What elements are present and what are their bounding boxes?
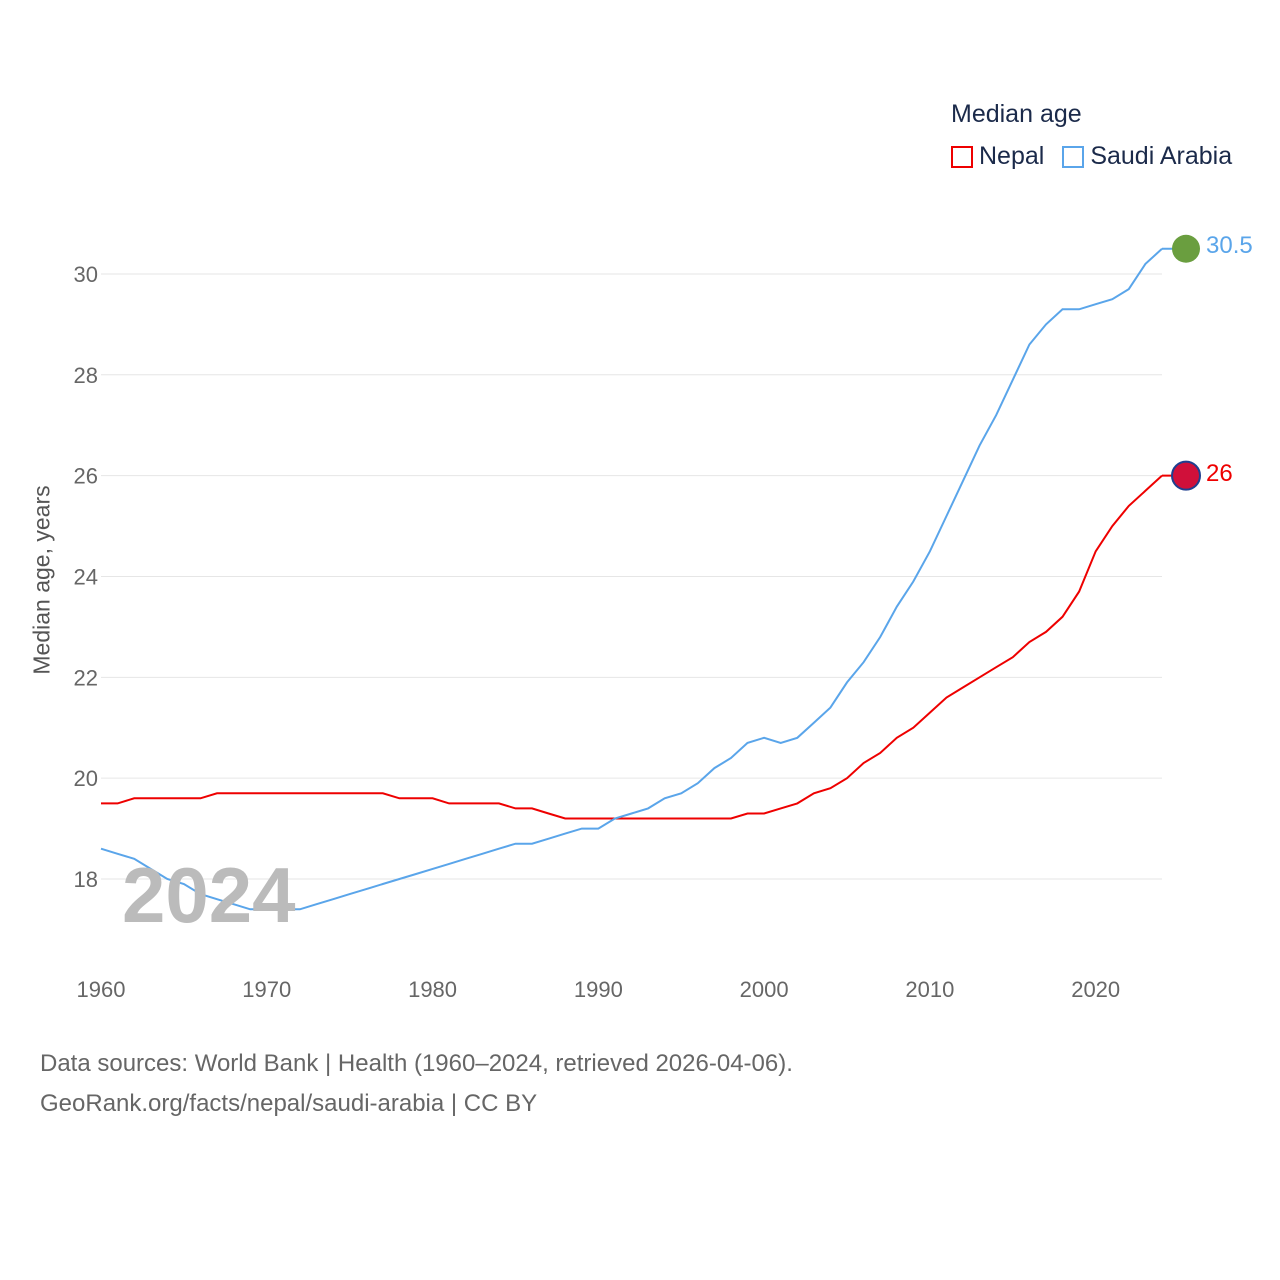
x-tick-label: 1960 (77, 977, 126, 1002)
x-tick-label: 2000 (740, 977, 789, 1002)
source-note: Data sources: World Bank | Health (1960–… (40, 1044, 793, 1124)
series-line-nepal (101, 474, 1163, 820)
x-tick-label: 2020 (1071, 977, 1120, 1002)
saudi-arabia-flag-icon (1172, 234, 1200, 263)
legend-swatch (951, 145, 973, 168)
legend-title: Median age (951, 100, 1082, 128)
y-tick-label: 28 (74, 363, 98, 388)
source-link[interactable]: GeoRank.org/facts/nepal/saudi-arabia | C… (40, 1090, 538, 1117)
x-tick-label: 2010 (905, 977, 954, 1002)
legend-swatch (1062, 145, 1085, 168)
x-tick-label: 1970 (242, 977, 291, 1002)
legend-label: Nepal (979, 142, 1045, 170)
y-tick-label: 30 (74, 262, 98, 287)
source-line: Data sources: World Bank | Health (1960–… (40, 1050, 793, 1077)
legend-label: Saudi Arabia (1090, 142, 1233, 170)
y-axis-label: Median age, years (28, 485, 55, 675)
series-line-saudi-arabia (100, 248, 1163, 911)
y-tick-label: 20 (74, 766, 98, 791)
y-tick-label: 26 (74, 464, 98, 489)
y-tick-label: 18 (74, 867, 98, 892)
legend-item-nepal[interactable]: Nepal (951, 142, 1044, 171)
legend-item-saudi-arabia[interactable]: Saudi Arabia (1062, 142, 1232, 171)
x-tick-label: 1980 (408, 977, 457, 1002)
nepal-flag-icon (1171, 460, 1201, 491)
legend: Nepal Saudi Arabia (951, 142, 1232, 171)
y-tick-label: 22 (74, 665, 98, 690)
end-label-saudi-arabia: 30.5 (1206, 232, 1253, 259)
y-tick-label: 24 (74, 564, 98, 589)
year-annotation: 2024 (122, 851, 296, 939)
x-tick-label: 1990 (574, 977, 623, 1002)
end-label-nepal: 26 (1206, 460, 1233, 487)
